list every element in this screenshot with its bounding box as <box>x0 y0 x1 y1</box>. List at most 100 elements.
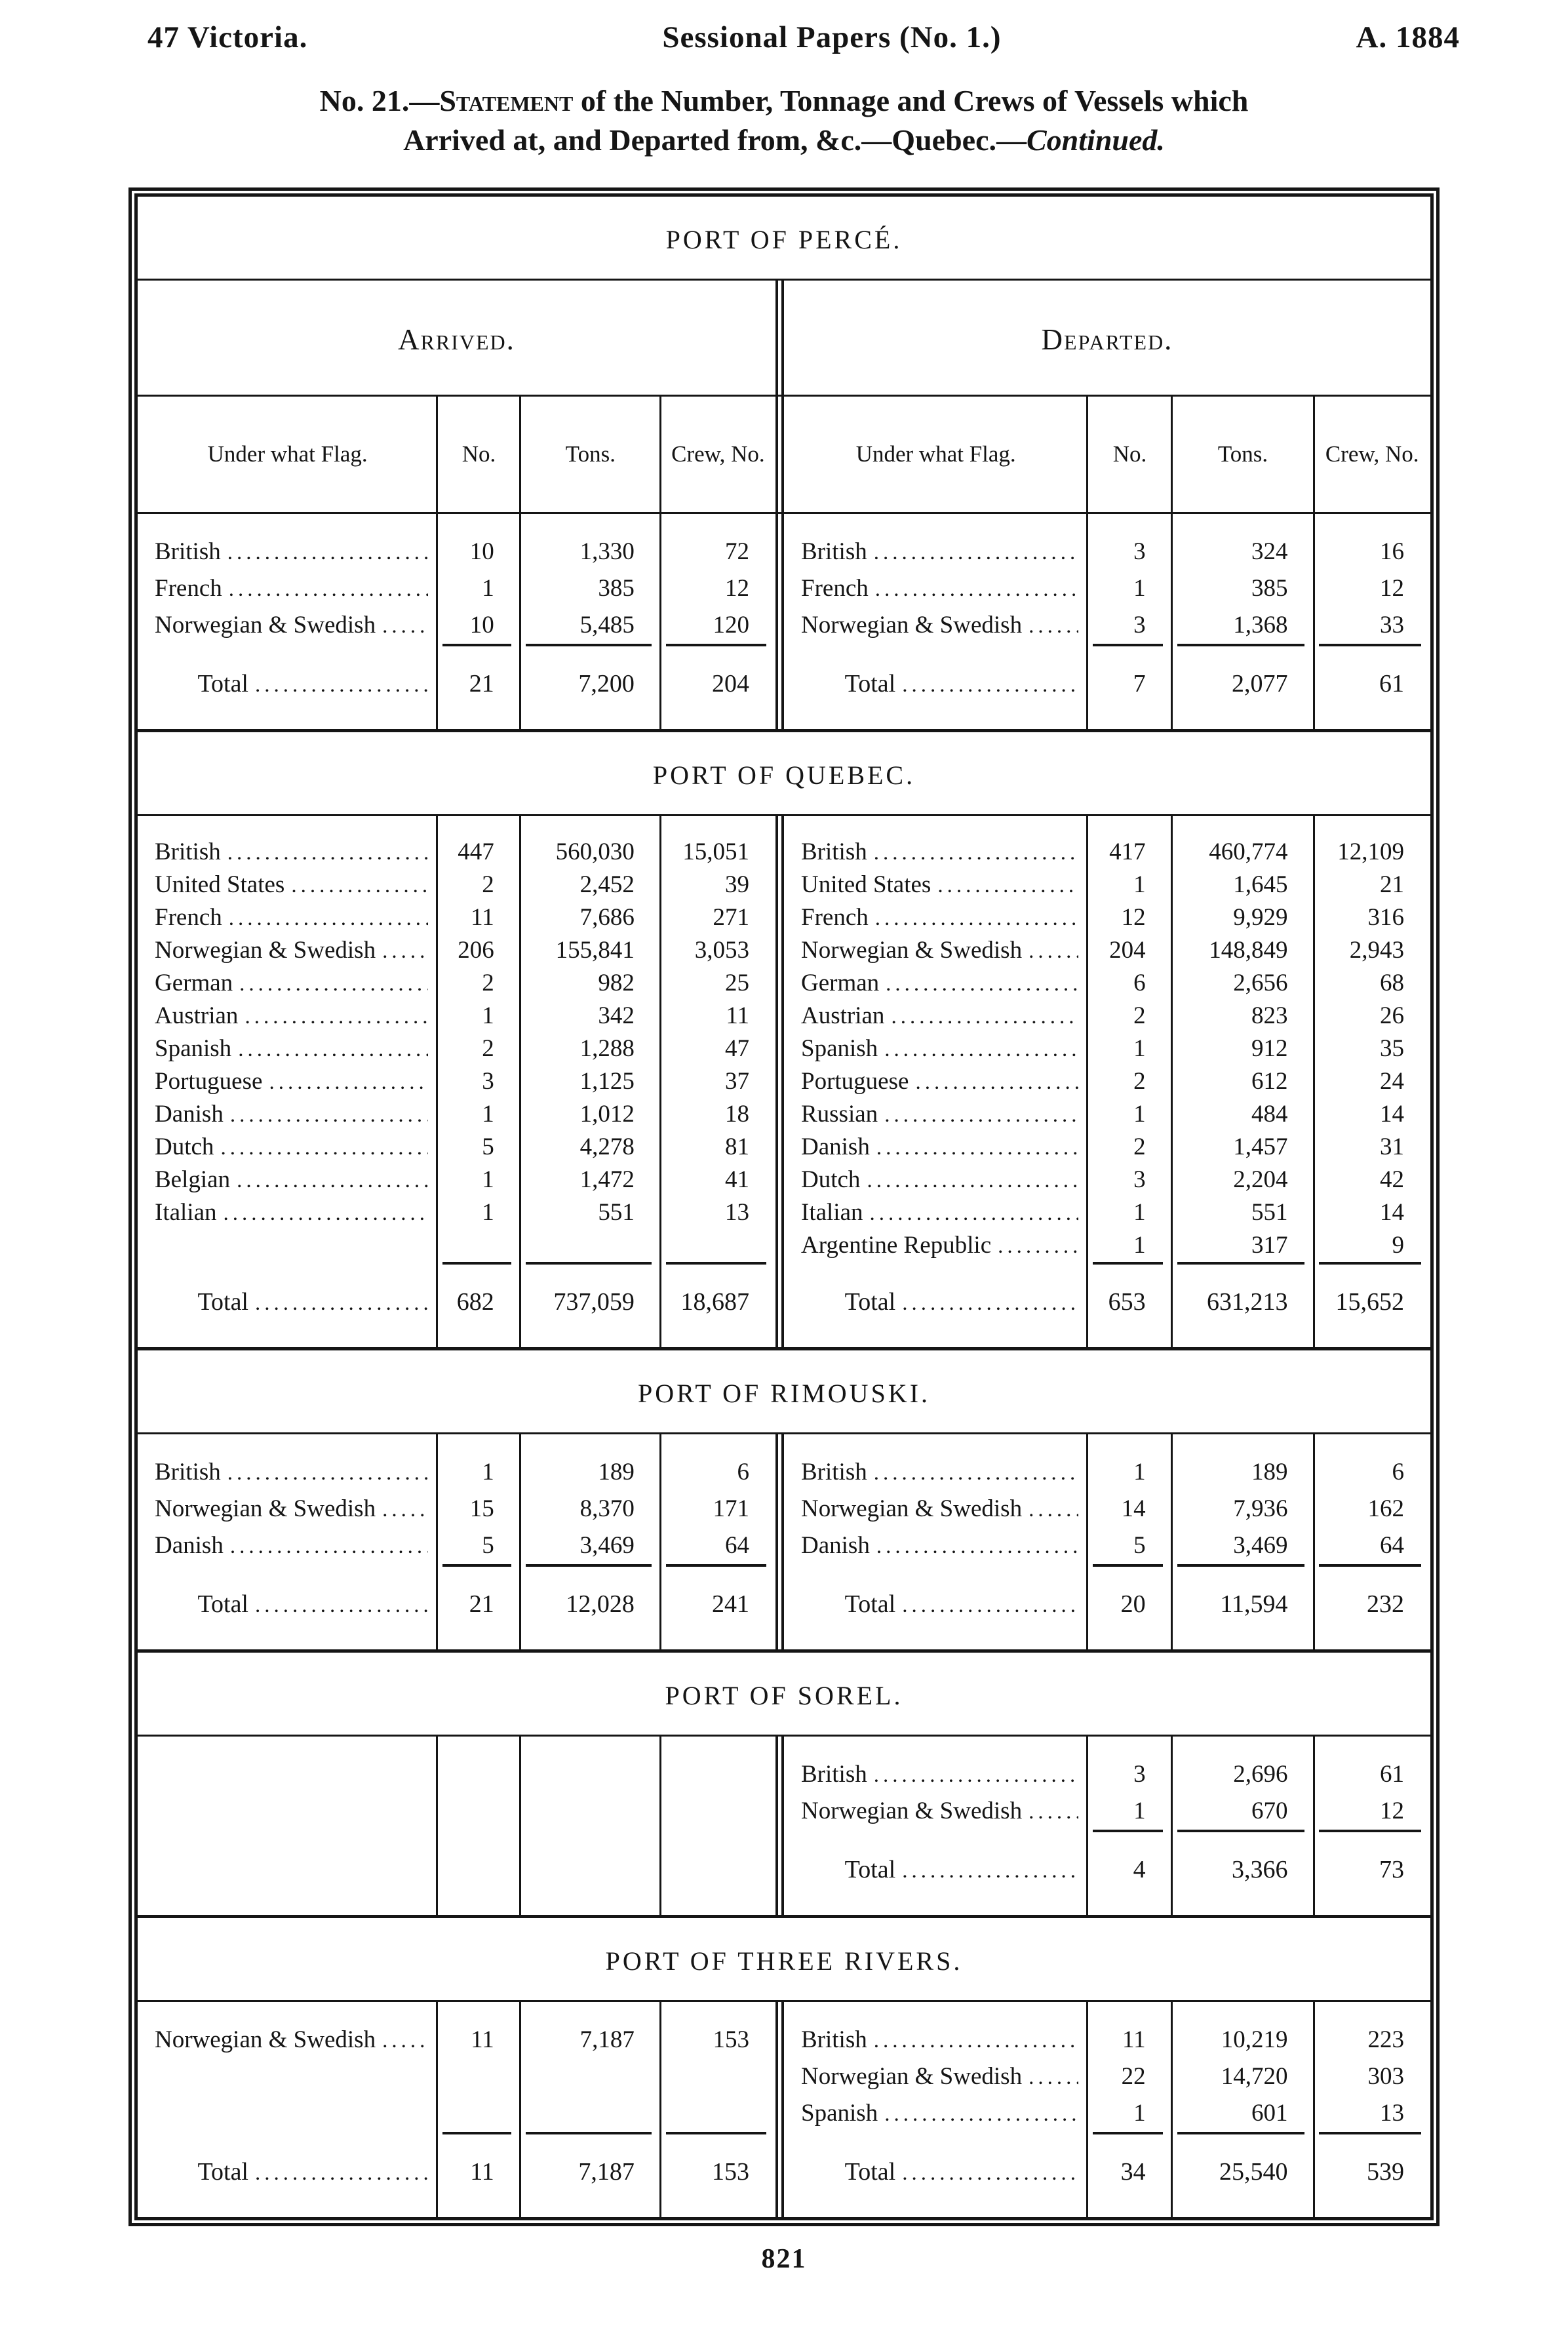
crew-cell: 171 <box>713 1495 749 1523</box>
statement-title-line2: Arrived at, and Departed from, &c.—Quebe… <box>0 121 1568 160</box>
tons-cell: 2,452 <box>579 871 635 899</box>
total-row: Total 11 7,187 153 <box>138 2146 775 2197</box>
total-rule-row <box>784 1829 1430 1844</box>
vessel-row: Portuguese 3 1,125 37 <box>138 1065 775 1098</box>
vessel-row: French 11 7,686 271 <box>138 901 775 934</box>
total-rule <box>1319 2131 1421 2146</box>
no-cell: 15 <box>469 1495 494 1523</box>
leader-dots <box>902 673 1078 698</box>
arrived-rows: Norwegian & Swedish 11 7,187 153 Total 11 7,18… <box>138 2001 775 2217</box>
total-label: Total <box>197 669 248 698</box>
column-rule <box>519 1434 521 1649</box>
total-tons-cell: 3,366 <box>1231 1855 1288 1883</box>
flag-label: Austrian <box>155 1002 239 1030</box>
total-label-cell: Total <box>784 1287 1088 1316</box>
crew-cell: 3,053 <box>694 937 749 964</box>
column-header-crew: Crew, No. <box>671 441 765 467</box>
tons-cell: 148,849 <box>1209 937 1288 964</box>
flag-label: Italian <box>155 1199 217 1227</box>
flag-cell: Danish <box>138 1531 437 1560</box>
flag-label: Norwegian & Swedish <box>801 612 1023 639</box>
tons-cell: 2,204 <box>1233 1166 1288 1194</box>
leader-dots <box>870 1202 1079 1226</box>
total-label: Total <box>844 1287 896 1316</box>
tons-cell: 7,686 <box>579 904 635 932</box>
no-cell: 12 <box>1121 904 1146 932</box>
crew-cell: 15,051 <box>682 838 749 866</box>
flag-cell: German <box>138 969 437 997</box>
tons-cell: 1,457 <box>1233 1133 1288 1161</box>
arrived-departed-band: Arrived. Departed. <box>138 280 1430 397</box>
column-rule <box>519 816 521 1347</box>
total-tons-cell: 11,594 <box>1220 1590 1288 1618</box>
total-rule <box>442 2131 511 2146</box>
total-rule <box>1177 2131 1305 2146</box>
tons-cell: 823 <box>1251 1002 1288 1030</box>
no-cell: 447 <box>458 838 494 866</box>
tons-cell: 1,472 <box>579 1166 635 1194</box>
flag-label: British <box>155 838 221 866</box>
crew-cell: 271 <box>713 904 749 932</box>
no-cell: 10 <box>469 538 494 566</box>
no-cell: 1 <box>482 1002 494 1030</box>
crew-cell: 9 <box>1392 1232 1404 1259</box>
tons-cell: 2,656 <box>1233 970 1288 997</box>
column-rule <box>1086 816 1089 1347</box>
total-no-cell: 7 <box>1133 669 1146 698</box>
total-no-cell: 21 <box>469 669 494 698</box>
spacer-row <box>138 2058 775 2095</box>
leader-dots <box>230 1535 428 1559</box>
total-label-cell: Total <box>784 2157 1088 2186</box>
no-cell: 3 <box>482 1068 494 1095</box>
total-rule <box>525 2131 652 2146</box>
departed-rows: British 1 189 6 Norwegian & Swedish 14 7,936 16… <box>784 1434 1430 1649</box>
no-cell: 2 <box>482 871 494 899</box>
leader-dots <box>876 1136 1079 1160</box>
flag-cell: Belgian <box>138 1166 437 1194</box>
no-cell: 1 <box>1133 1199 1146 1227</box>
flag-cell: Norwegian & Swedish <box>138 611 437 639</box>
data-band: Norwegian & Swedish 11 7,187 153 Total 11 7,18… <box>138 2001 1430 2217</box>
crew-cell: 11 <box>726 1002 749 1030</box>
port-section-port-of-perc: PORT OF PERCÉ. Arrived. Departed. Under wha… <box>138 197 1430 729</box>
tons-cell: 670 <box>1251 1798 1288 1825</box>
crew-cell: 223 <box>1367 2026 1404 2054</box>
leader-dots <box>227 1461 429 1485</box>
tons-cell: 1,012 <box>579 1101 635 1128</box>
flag-cell: British <box>784 1458 1088 1486</box>
column-rule <box>1312 2001 1315 2217</box>
tons-cell: 9,929 <box>1233 904 1288 932</box>
arrived-half: British 1 189 6 Norwegian & Swedish 15 8,370 17… <box>138 1434 784 1649</box>
crew-cell: 16 <box>1379 538 1404 566</box>
total-rule <box>1319 643 1421 658</box>
leader-dots <box>227 541 429 565</box>
column-headers: Under what Flag. No. Tons. Crew, No. <box>784 396 1430 512</box>
arrived-rows: British 447 560,030 15,051 United States 2 2,4… <box>138 816 775 1347</box>
column-header-tons: Tons. <box>1217 441 1268 467</box>
total-row: Total 653 631,213 15,652 <box>784 1276 1430 1327</box>
flag-label: United States <box>155 871 285 899</box>
total-rule <box>525 1261 652 1276</box>
vessel-row: Norwegian & Swedish 11 7,187 153 <box>138 2022 775 2058</box>
no-cell: 3 <box>1133 612 1146 639</box>
no-cell: 1 <box>1133 1232 1146 1259</box>
total-rule <box>665 2131 766 2146</box>
total-tons-cell: 2,077 <box>1231 669 1288 698</box>
total-rule <box>665 1563 766 1579</box>
vessel-row: British 3 2,696 61 <box>784 1756 1430 1793</box>
total-rule-row <box>138 2131 775 2146</box>
vessel-row: British 10 1,330 72 <box>138 534 775 570</box>
column-header-crew: Crew, No. <box>1325 441 1419 467</box>
flag-label: Spanish <box>155 1035 232 1063</box>
arrived-label: Arrived. <box>398 323 515 356</box>
total-label-cell: Total <box>784 1590 1088 1619</box>
flag-label: Austrian <box>801 1002 885 1030</box>
port-section-port-of-three-rivers: PORT OF THREE RIVERS. Norwegian & Swedish… <box>138 1914 1430 2217</box>
leader-dots <box>1029 1498 1078 1522</box>
vessel-row: Belgian 1 1,472 41 <box>138 1164 775 1196</box>
vessel-row: Danish 5 3,469 64 <box>138 1527 775 1564</box>
tons-cell: 1,368 <box>1233 612 1288 639</box>
flag-label: Norwegian & Swedish <box>801 937 1023 964</box>
no-cell: 2 <box>1133 1002 1146 1030</box>
crew-cell: 6 <box>1392 1459 1404 1486</box>
